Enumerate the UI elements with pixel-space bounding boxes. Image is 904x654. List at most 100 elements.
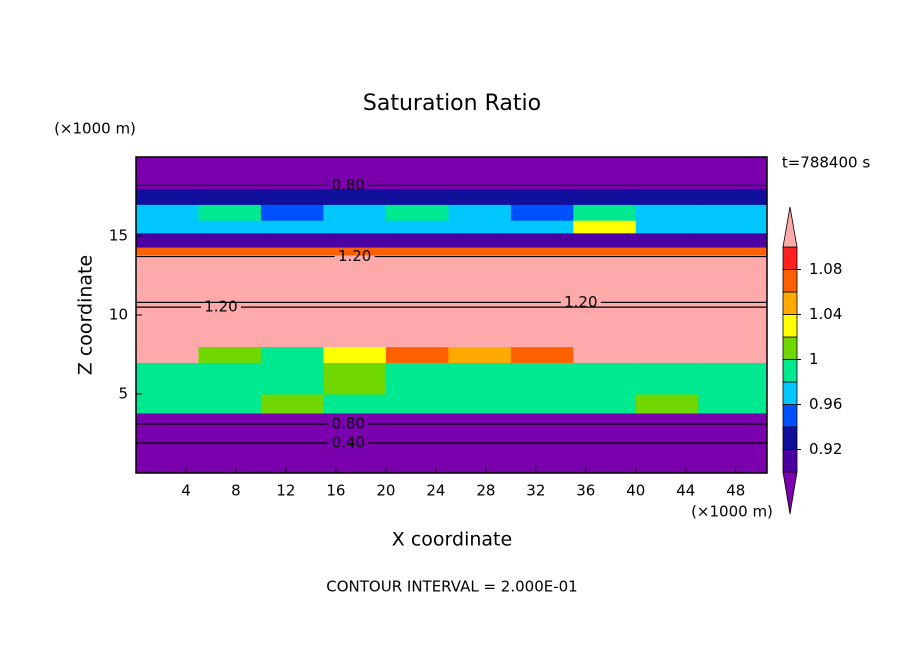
field-cell — [448, 247, 512, 256]
field-cell — [698, 346, 768, 363]
field-cell — [260, 394, 324, 414]
field-cell — [323, 412, 387, 422]
x-tick-label: 16 — [326, 482, 345, 500]
field-cell — [136, 247, 199, 256]
contour-label: 1.20 — [564, 293, 597, 311]
field-cell — [323, 394, 387, 414]
field-cell — [698, 188, 768, 205]
field-cell — [136, 412, 199, 422]
colorbar-tick-label: 1.08 — [809, 260, 842, 278]
x-tick-label: 24 — [426, 482, 445, 500]
x-tick-label: 44 — [676, 482, 695, 500]
y-unit: (×1000 m) — [54, 120, 136, 138]
field-cell — [698, 220, 768, 234]
field-cell — [198, 232, 262, 248]
field-cell — [136, 420, 199, 474]
field-cell — [385, 394, 449, 414]
contour-label: 1.20 — [204, 298, 237, 316]
field-cell — [573, 232, 637, 248]
x-tick-label: 36 — [576, 482, 595, 500]
field-cell — [260, 412, 324, 422]
field-cell — [260, 247, 324, 256]
x-tick-label: 12 — [276, 482, 295, 500]
field-cell — [323, 204, 387, 221]
contour-label: 1.20 — [338, 247, 371, 265]
colorbar-box — [782, 314, 798, 338]
field-cell — [635, 188, 699, 205]
field-cell — [698, 254, 768, 348]
field-cell — [635, 220, 699, 234]
contour-label: 0.80 — [332, 176, 365, 194]
field-cell — [448, 362, 512, 395]
field-cell — [385, 232, 449, 248]
chart-title: Saturation Ratio — [363, 91, 541, 116]
field-cell — [198, 254, 262, 348]
field-cell — [448, 394, 512, 414]
field-cell — [323, 346, 387, 363]
y-axis-label: Z coordinate — [75, 255, 97, 375]
field-cell — [323, 157, 387, 190]
field-cell — [510, 220, 574, 234]
field-cell — [635, 412, 699, 422]
field-cell — [385, 346, 449, 363]
field-cell — [323, 188, 387, 205]
y-tick-label: 5 — [118, 385, 128, 403]
colorbar-under — [782, 471, 798, 515]
field-cell — [573, 412, 637, 422]
colorbar-tick-label: 1 — [809, 350, 819, 368]
field-cell — [385, 157, 449, 190]
field-cell — [198, 362, 262, 395]
colorbar-box — [782, 359, 798, 383]
field-cell — [136, 362, 199, 395]
x-tick-label: 4 — [181, 482, 191, 500]
field-cell — [635, 394, 699, 414]
field-cell — [698, 394, 768, 414]
field-cell — [448, 346, 512, 363]
footer: CONTOUR INTERVAL = 2.000E-01 — [326, 578, 577, 596]
field-cell — [385, 188, 449, 205]
colorbar-box — [782, 246, 798, 270]
colorbar-box — [782, 404, 798, 428]
field-cell — [698, 412, 768, 422]
field-cell — [260, 157, 324, 190]
field-cell — [573, 254, 637, 348]
x-tick-label: 8 — [231, 482, 241, 500]
field-cell — [323, 254, 387, 348]
field-cell — [698, 232, 768, 248]
field-cell — [136, 394, 199, 414]
field-cell — [136, 346, 199, 363]
field-cell — [136, 232, 199, 248]
colorbar-over — [782, 206, 798, 248]
field-cell — [510, 362, 574, 395]
field-cell — [323, 232, 387, 248]
colorbar-tick-label: 0.92 — [809, 440, 842, 458]
time-label: t=788400 s — [782, 154, 870, 172]
field-cell — [635, 232, 699, 248]
colorbar-box — [782, 381, 798, 405]
colorbar-box — [782, 449, 798, 473]
field-cell — [698, 362, 768, 395]
field-cell — [448, 204, 512, 221]
x-axis-label: X coordinate — [392, 529, 512, 551]
field-cell — [448, 420, 512, 474]
colorbar-tick-label: 1.04 — [809, 305, 842, 323]
x-tick-label: 20 — [376, 482, 395, 500]
field-cell — [510, 188, 574, 205]
field-cell — [198, 420, 262, 474]
colorbar-box — [782, 426, 798, 450]
field-cell — [635, 157, 699, 190]
field-cell — [573, 247, 637, 256]
field-cell — [260, 232, 324, 248]
field-cell — [510, 232, 574, 248]
field-cell — [573, 420, 637, 474]
field-cell — [385, 362, 449, 395]
field-cell — [198, 220, 262, 234]
field-cell — [573, 188, 637, 205]
field-cell — [510, 346, 574, 363]
field-cell — [198, 204, 262, 221]
field-cell — [260, 420, 324, 474]
field-cell — [510, 420, 574, 474]
colorbar-box — [782, 291, 798, 315]
colorbar-tick-label: 0.96 — [809, 395, 842, 413]
